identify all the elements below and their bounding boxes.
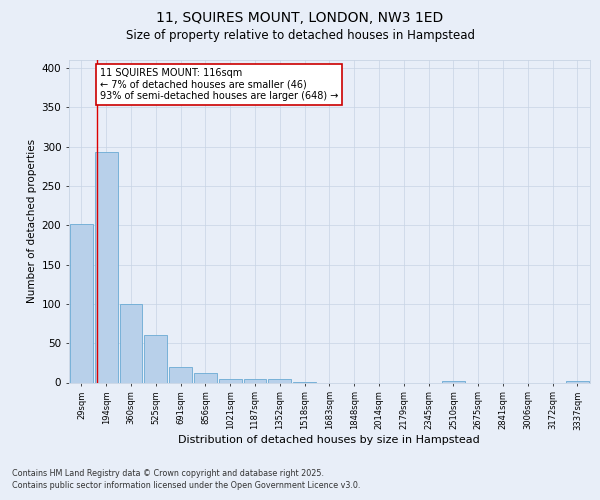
Bar [268,380,291,382]
Text: Distribution of detached houses by size in Hampstead: Distribution of detached houses by size … [178,435,479,445]
Text: 11 SQUIRES MOUNT: 116sqm
← 7% of detached houses are smaller (46)
93% of semi-de: 11 SQUIRES MOUNT: 116sqm ← 7% of detache… [100,68,338,101]
Bar [566,381,589,382]
Bar [119,304,142,382]
Text: Contains public sector information licensed under the Open Government Licence v3: Contains public sector information licen… [12,481,361,490]
Bar [145,336,167,382]
Text: 11, SQUIRES MOUNT, LONDON, NW3 1ED: 11, SQUIRES MOUNT, LONDON, NW3 1ED [157,11,443,25]
Bar [244,380,266,382]
Text: Contains HM Land Registry data © Crown copyright and database right 2025.: Contains HM Land Registry data © Crown c… [12,469,324,478]
Bar [219,378,242,382]
Y-axis label: Number of detached properties: Number of detached properties [28,139,37,304]
Bar [70,224,93,382]
Bar [169,367,192,382]
Bar [442,381,465,382]
Text: Size of property relative to detached houses in Hampstead: Size of property relative to detached ho… [125,29,475,42]
Bar [95,152,118,382]
Bar [194,373,217,382]
